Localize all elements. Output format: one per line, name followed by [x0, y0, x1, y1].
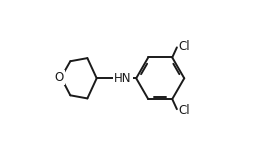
Text: Cl: Cl: [179, 104, 190, 117]
Text: O: O: [55, 71, 64, 84]
Text: HN: HN: [114, 72, 132, 85]
Text: Cl: Cl: [179, 40, 190, 53]
